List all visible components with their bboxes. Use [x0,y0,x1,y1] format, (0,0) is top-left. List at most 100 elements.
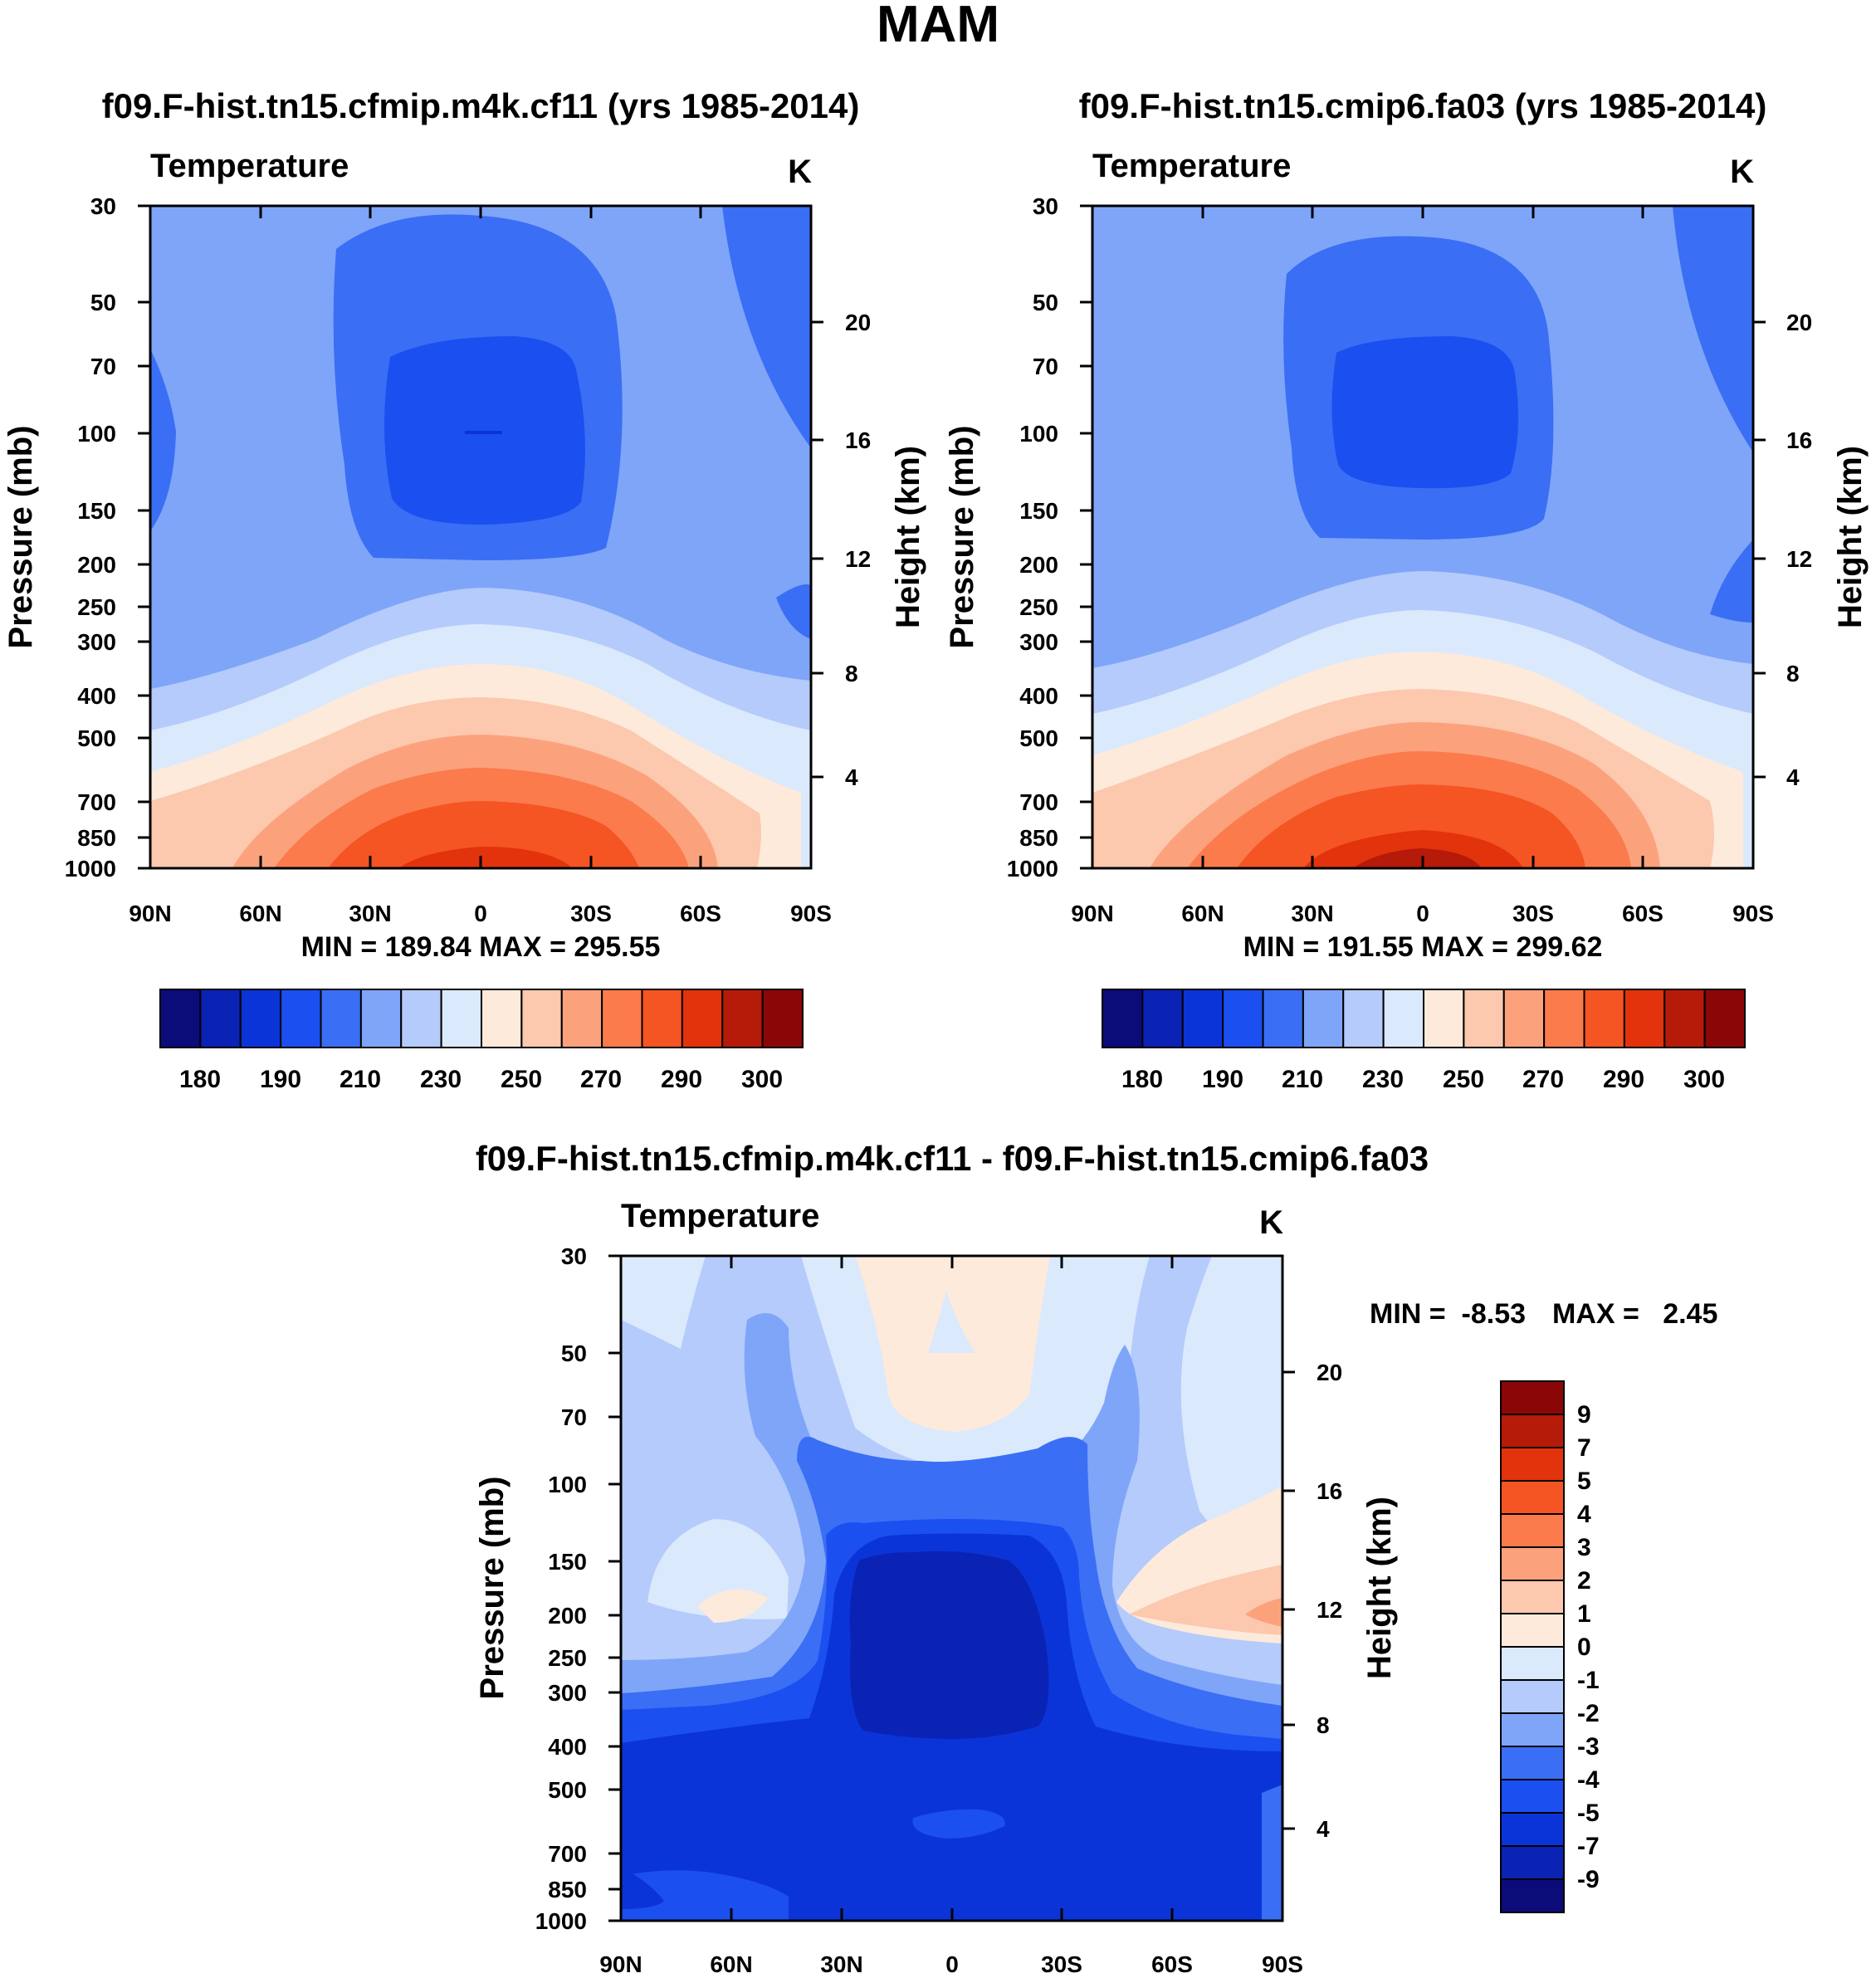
panel-3-colorbar-swatch-7 [1500,1613,1565,1648]
panel-3-ytick-50: 50 [561,1341,587,1366]
panel-2-ytick-100: 100 [1019,421,1058,447]
panel-2-ytick-200: 200 [1019,552,1058,578]
panel-3-colorbar-swatch-10 [1500,1712,1565,1747]
panel-3-colorbar-swatch-0 [1500,1380,1565,1415]
panel-2-cbar-label-300: 300 [1683,1066,1725,1093]
panel-1-ytick-300: 300 [77,629,116,655]
panel-1-cbar-label-230: 230 [420,1066,462,1093]
panel-2-title: f09.F-hist.tn15.cmip6.fa03 (yrs 1985-201… [1079,86,1767,125]
panel-1-colorbar-swatch-13 [681,989,724,1048]
panel-1-colorbar [159,989,804,1048]
panel-1-variable-label: Temperature [150,148,349,184]
panel-3-xtick-60s: 60S [1151,1951,1193,1977]
panel-3-ytick-250: 250 [548,1645,587,1671]
panel-2-colorbar-swatch-8 [1423,989,1465,1048]
panel-1-colorbar-swatch-10 [560,989,603,1048]
panel-1-htick-8: 8 [845,661,858,686]
panel-3-colorbar-swatch-3 [1500,1480,1565,1515]
panel-2-ylabel: Pressure (mb) [944,426,980,649]
panel-3-cbar-label-5: 5 [1577,1468,1591,1495]
panel-2-colorbar-swatch-6 [1342,989,1385,1048]
panel-2-cbar-label-250: 250 [1443,1066,1484,1093]
panel-3-cbar-label-9: 9 [1577,1401,1591,1429]
panel-1-htick-16: 16 [845,427,871,453]
panel-2-ytick-500: 500 [1019,725,1058,751]
panel-2-cbar-label-230: 230 [1362,1066,1404,1093]
panel-2-right-axis [1753,320,1766,779]
panel-3-ytick-70: 70 [561,1404,587,1430]
panel-2-colorbar-swatch-9 [1463,989,1505,1048]
panel-3-colorbar-swatch-12 [1500,1779,1565,1814]
panel-1: f09.F-hist.tn15.cfmip.m4k.cf11 (yrs 1985… [2,86,926,1093]
panel-3-y-axis [608,1254,621,1922]
panel-2-cbar-label-290: 290 [1603,1066,1644,1093]
panel-2-cbar-label-190: 190 [1202,1066,1243,1093]
panel-2-xtick-30s: 30S [1512,901,1554,926]
panel-2-colorbar-swatch-13 [1623,989,1666,1048]
panel-3-colorbar [1500,1380,1565,1913]
panel-3-cbar-label-m4: -4 [1577,1766,1600,1794]
panel-2-ytick-50: 50 [1033,290,1058,315]
panel-1-ytick-850: 850 [77,825,116,851]
panel-1-ytick-400: 400 [77,683,116,709]
panel-2-cbar-label-210: 210 [1282,1066,1323,1093]
panel-3-ytick-30: 30 [561,1243,587,1269]
panel-3-htick-4: 4 [1317,1816,1330,1842]
panel-3-ytick-150: 150 [548,1549,587,1575]
panel-2-x-axis [1091,206,1755,868]
panel-3-xtick-90n: 90N [599,1951,642,1977]
panel-1-cbar-label-180: 180 [179,1066,221,1093]
panel-2-colorbar-swatch-3 [1222,989,1264,1048]
panel-1-cbar-label-300: 300 [741,1066,783,1093]
panel-3-xtick-60n: 60N [710,1951,752,1977]
panel-1-xtick-0: 0 [474,901,487,926]
panel-3-cbar-label-m3: -3 [1577,1733,1600,1761]
panel-2-htick-8: 8 [1786,661,1800,686]
panel-1-xtick-30n: 30N [349,901,391,926]
panel-1-colorbar-swatch-4 [320,989,362,1048]
panel-1-colorbar-swatch-1 [199,989,242,1048]
panel-1-xtick-60n: 60N [239,901,281,926]
panel-1-colorbar-swatch-9 [520,989,563,1048]
panel-2-colorbar-swatch-2 [1181,989,1224,1048]
panel-2-xtick-60s: 60S [1622,901,1663,926]
panel-3-cbar-label-4: 4 [1577,1501,1591,1528]
panel-3-colorbar-swatch-8 [1500,1646,1565,1681]
panel-1-ylabel-right: Height (km) [890,446,926,628]
panel-2-variable-label: Temperature [1092,148,1291,184]
panel-1-ytick-150: 150 [77,498,116,524]
panel-3-ytick-700: 700 [548,1841,587,1867]
panel-2-xtick-90n: 90N [1071,901,1113,926]
panel-3-cbar-label-3: 3 [1577,1534,1591,1561]
panel-3-ytick-200: 200 [548,1603,587,1629]
panel-3-colorbar-swatch-15 [1500,1878,1565,1913]
panel-3-htick-8: 8 [1317,1712,1330,1738]
panel-3-cbar-label-m5: -5 [1577,1800,1600,1827]
panel-3-x-axis [619,1256,1284,1921]
panel-2-stats: MIN = 191.55 MAX = 299.62 [1243,931,1603,963]
panel-2-xtick-30n: 30N [1291,901,1333,926]
panel-1-cbar-label-190: 190 [260,1066,301,1093]
panel-3-xtick-30s: 30S [1041,1951,1082,1977]
panel-2-xtick-60n: 60N [1181,901,1224,926]
panel-2-colorbar-swatch-12 [1583,989,1625,1048]
panel-2-xtick-0: 0 [1416,901,1429,926]
panel-2-colorbar [1102,989,1746,1048]
panel-3-cbar-label-m9: -9 [1577,1866,1600,1893]
panel-3-colorbar-swatch-1 [1500,1414,1565,1448]
panel-1-colorbar-swatch-15 [761,989,804,1048]
panel-3-variable-label: Temperature [621,1198,819,1234]
panel-1-colorbar-swatch-11 [601,989,643,1048]
panel-3-units-label: K [1259,1204,1283,1241]
panel-1-htick-12: 12 [845,546,871,572]
panel-2-xtick-90s: 90S [1732,901,1774,926]
panel-1-xtick-90s: 90S [790,901,832,926]
panel-1-units-label: K [788,154,812,190]
panel-2-htick-20: 20 [1786,310,1812,335]
panel-2-colorbar-swatch-15 [1703,989,1746,1048]
panel-2-colorbar-swatch-7 [1382,989,1424,1048]
panel-2-ytick-30: 30 [1033,193,1058,219]
panel-1-htick-4: 4 [845,764,858,790]
panel-3-xtick-0: 0 [945,1951,959,1977]
panel-3-cbar-label-0: 0 [1577,1634,1591,1661]
